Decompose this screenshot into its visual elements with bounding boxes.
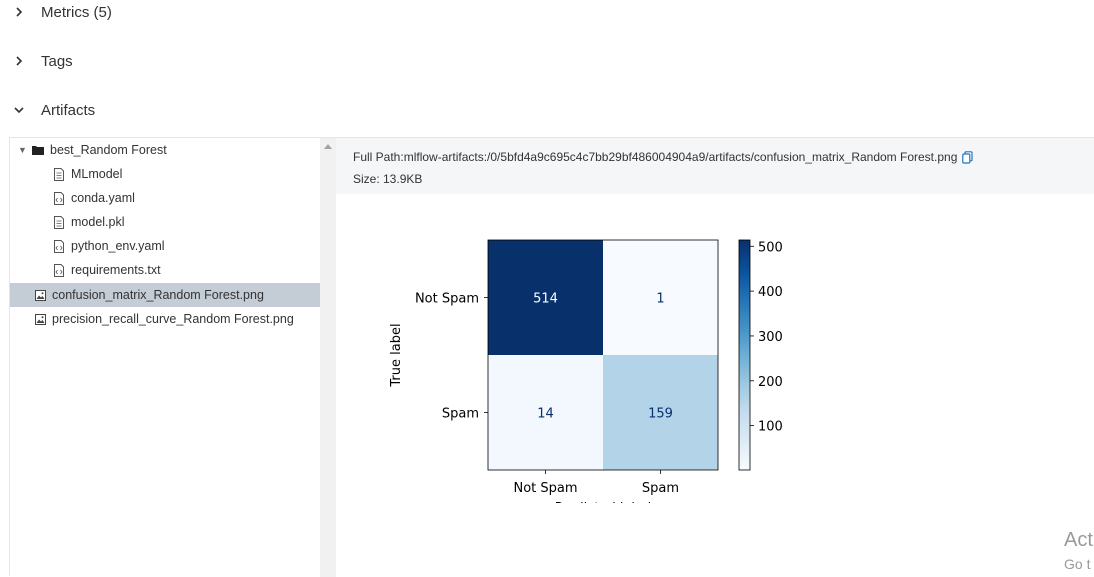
image-file-icon [34, 312, 46, 326]
tree-item-model-pkl[interactable]: model.pkl [10, 210, 320, 234]
tags-section-title: Tags [41, 52, 73, 70]
cell-value-label: 1 [656, 292, 664, 307]
tree-item-mlmodel[interactable]: MLmodel [10, 162, 320, 186]
tree-folder-best-random-forest[interactable]: ▼ best_Random Forest [10, 138, 320, 162]
confusion-matrix-chart: 514 1 14 159 Not Spam Spam Not Spam Spam True la… [378, 226, 798, 511]
code-file-icon [53, 263, 65, 277]
file-icon [53, 215, 65, 229]
y-axis-label: True label [389, 323, 404, 387]
matrix-cell [603, 355, 718, 470]
chevron-right-icon [12, 54, 26, 68]
tags-section-header[interactable]: Tags [0, 46, 400, 76]
chevron-right-icon [12, 5, 26, 19]
colorbar-tick-label: 400 [758, 285, 783, 300]
matrix-cell [488, 355, 603, 470]
tree-item-confusion-matrix-png[interactable]: confusion_matrix_Random Forest.png [10, 283, 320, 307]
tree-item-label: python_env.yaml [71, 239, 165, 253]
image-file-icon [34, 288, 46, 302]
x-axis-label: Predicted label [555, 501, 652, 506]
tree-item-requirements-txt[interactable]: requirements.txt [10, 258, 320, 282]
tree-item-label: requirements.txt [71, 263, 161, 277]
confusion-matrix-svg: 514 1 14 159 Not Spam Spam Not Spam Spam True la… [389, 239, 783, 506]
artifact-info-header: Full Path: mlflow-artifacts:/0/5bfd4a9c69… [336, 138, 1094, 194]
y-tick-label: Spam [442, 407, 479, 422]
tree-item-label: precision_recall_curve_Random Forest.png [52, 312, 294, 326]
tree-scrollbar[interactable] [320, 138, 336, 577]
tree-item-python-env-yaml[interactable]: python_env.yaml [10, 234, 320, 258]
code-file-icon [53, 191, 65, 205]
activation-watermark: Act Go t [1064, 528, 1094, 576]
cell-value-label: 514 [533, 292, 558, 307]
y-tick-label: Not Spam [415, 292, 479, 307]
full-path-value: mlflow-artifacts:/0/5bfd4a9c695c4c7bb29b… [403, 150, 958, 164]
artifact-tree: ▼ best_Random Forest MLmodel conda.yaml … [10, 138, 320, 577]
artifacts-panel: ▼ best_Random Forest MLmodel conda.yaml … [9, 137, 1094, 577]
folder-icon [32, 143, 44, 157]
metrics-section-header[interactable]: Metrics (5) [0, 0, 400, 27]
copy-icon[interactable] [962, 150, 973, 164]
tree-item-label: best_Random Forest [50, 143, 167, 157]
x-tick-label: Spam [642, 481, 679, 496]
colorbar-tick-label: 500 [758, 240, 783, 255]
colorbar [738, 239, 751, 471]
colorbar-tick-label: 200 [758, 375, 783, 390]
scroll-up-arrow-icon[interactable] [324, 144, 332, 149]
colorbar-tick-label: 100 [758, 420, 783, 435]
tree-item-label: model.pkl [71, 215, 125, 229]
cell-value-label: 14 [537, 407, 554, 422]
watermark-line-1: Act [1064, 529, 1093, 551]
file-size: Size: 13.9KB [353, 172, 423, 186]
matrix-cell [603, 240, 718, 355]
metrics-section-title: Metrics (5) [41, 3, 112, 21]
artifacts-section-header[interactable]: Artifacts [0, 95, 400, 125]
matrix-cell [488, 240, 603, 355]
code-file-icon [53, 239, 65, 253]
tree-item-label: conda.yaml [71, 191, 135, 205]
tree-item-precision-recall-curve-png[interactable]: precision_recall_curve_Random Forest.png [10, 307, 320, 331]
chevron-down-icon [12, 103, 26, 117]
cell-value-label: 159 [648, 407, 673, 422]
x-tick-label: Not Spam [513, 481, 577, 496]
tree-item-conda-yaml[interactable]: conda.yaml [10, 186, 320, 210]
file-icon [53, 167, 65, 181]
full-path-label: Full Path: [353, 150, 404, 164]
tree-item-label: MLmodel [71, 167, 123, 181]
caret-down-icon[interactable]: ▼ [18, 145, 27, 155]
colorbar-tick-label: 300 [758, 330, 783, 345]
matrix-frame [487, 239, 719, 471]
artifacts-section-title: Artifacts [41, 101, 96, 119]
watermark-line-2: Go t [1064, 556, 1091, 572]
tree-item-label: confusion_matrix_Random Forest.png [52, 288, 264, 302]
